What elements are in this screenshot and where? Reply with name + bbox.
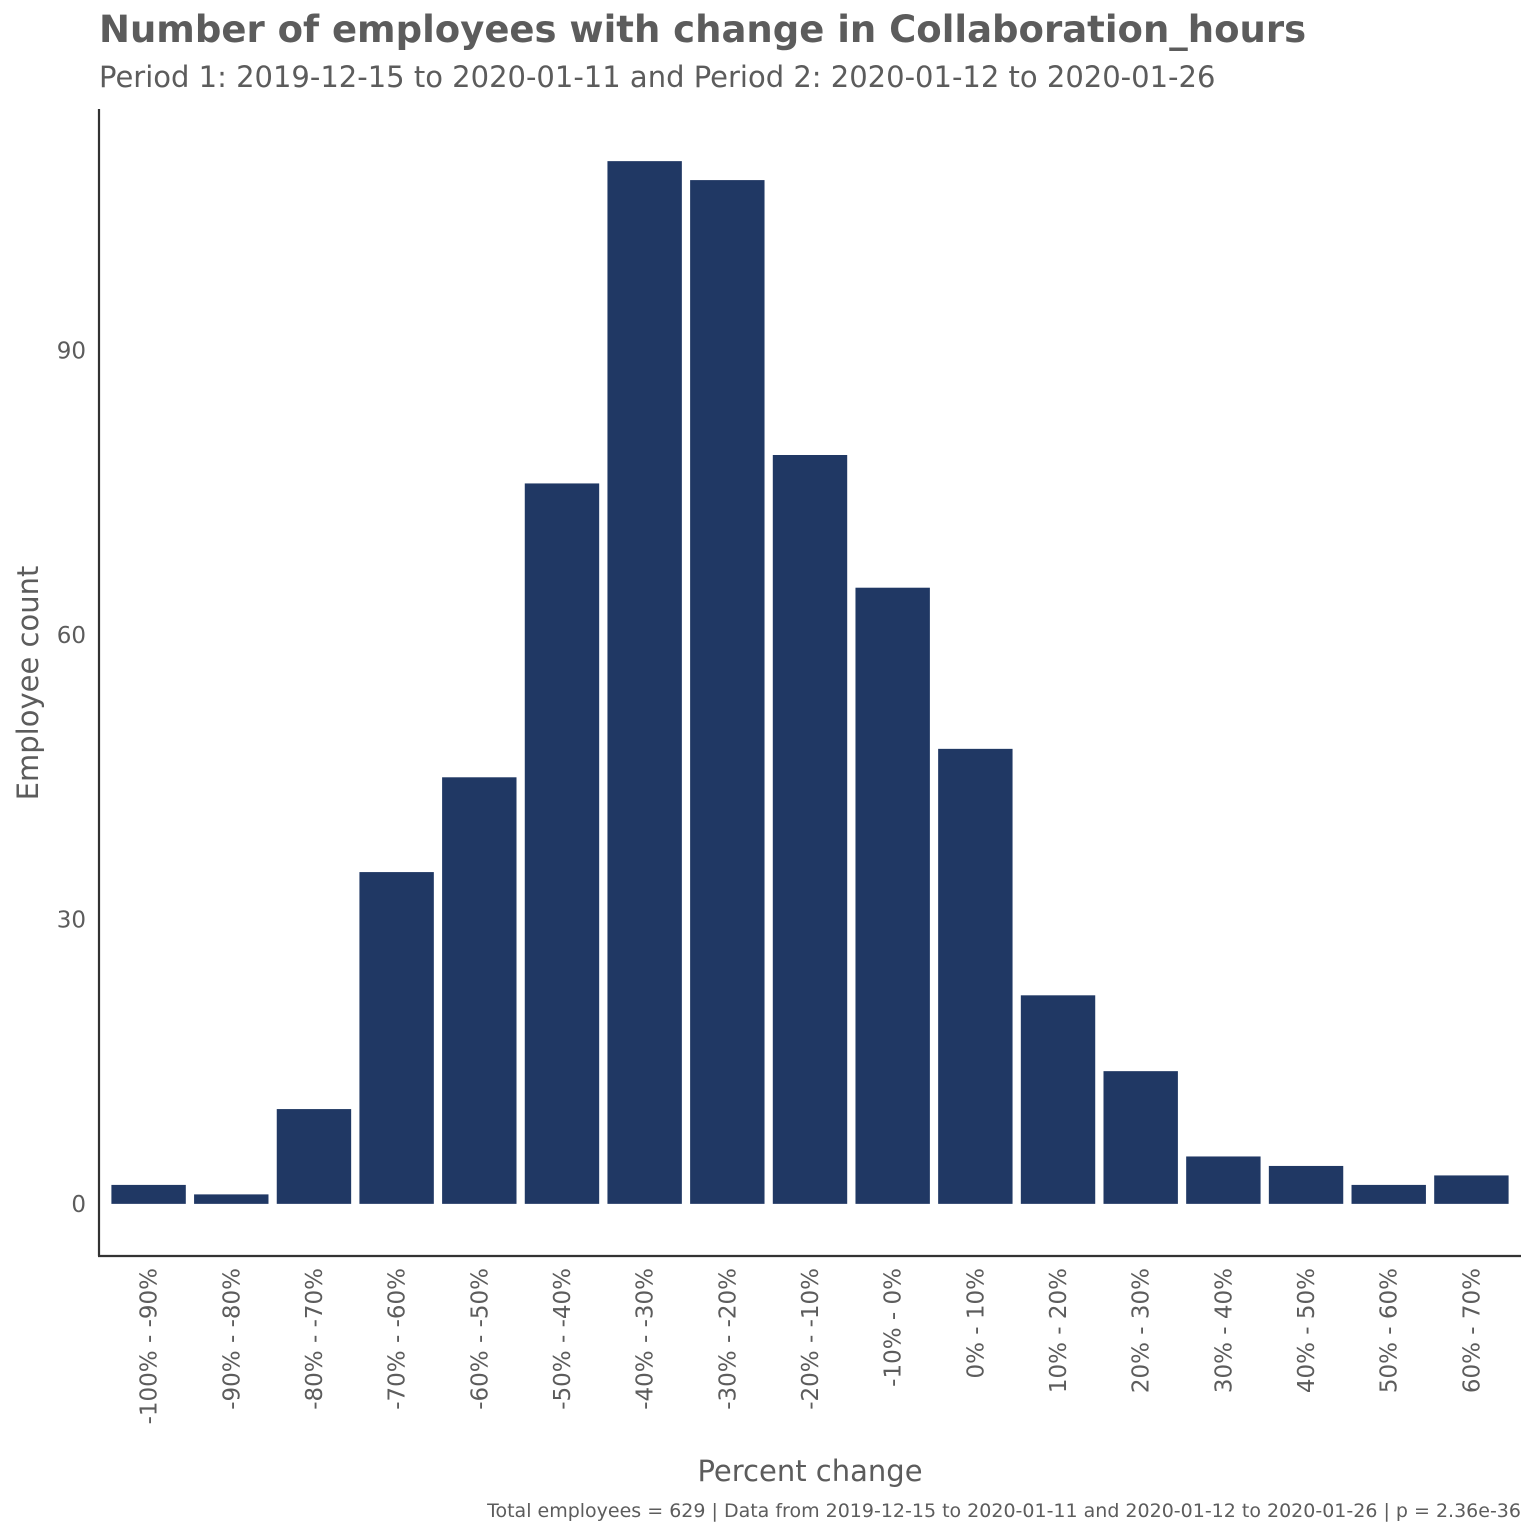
bar (359, 872, 434, 1204)
bar (607, 161, 682, 1204)
bar (194, 1194, 269, 1204)
chart-title: Number of employees with change in Colla… (99, 8, 1306, 51)
x-tick-label: 40% - 50% (1294, 1268, 1320, 1393)
x-tick-label: -90% - -80% (219, 1268, 245, 1410)
bar (1434, 1175, 1509, 1204)
chart-subtitle: Period 1: 2019-12-15 to 2020-01-11 and P… (99, 60, 1215, 94)
x-tick-label: -60% - -50% (467, 1268, 493, 1410)
y-tick-label: 30 (57, 907, 86, 933)
bar (772, 454, 848, 1204)
x-tick-label: -100% - -90% (137, 1268, 163, 1424)
bar (1103, 1071, 1178, 1204)
bar (442, 777, 517, 1204)
y-tick-label: 90 (57, 339, 86, 365)
y-tick-label: 0 (71, 1192, 86, 1218)
x-tick-label: 30% - 40% (1211, 1268, 1237, 1393)
x-tick-label: 60% - 70% (1459, 1268, 1485, 1393)
x-tick-label: -30% - -20% (715, 1268, 741, 1410)
bar (1186, 1156, 1261, 1204)
bar (1351, 1184, 1426, 1204)
bar (938, 748, 1013, 1204)
bar (1020, 995, 1096, 1204)
y-tick-label: 60 (57, 623, 86, 649)
y-axis-title: Employee count (11, 566, 45, 801)
x-tick-label: 0% - 10% (963, 1268, 989, 1379)
x-tick-label: -40% - -30% (633, 1268, 659, 1410)
x-tick-label: -20% - -10% (798, 1268, 824, 1410)
x-tick-label: -10% - 0% (881, 1268, 907, 1387)
bar (276, 1109, 352, 1204)
bar (1268, 1165, 1344, 1204)
x-axis-title: Percent change (697, 1454, 922, 1488)
y-axis-ticks: 0 30 60 90 (57, 339, 86, 1218)
x-tick-label: 20% - 30% (1129, 1268, 1155, 1393)
x-axis-ticks: -100% - -90% -90% - -80% -80% - -70% -70% -… (137, 1268, 1486, 1424)
chart-caption: Total employees = 629 | Data from 2019-1… (486, 1500, 1521, 1522)
bar (111, 1184, 186, 1204)
bar (690, 180, 765, 1204)
bars-group (111, 161, 1509, 1204)
bar (524, 483, 600, 1204)
x-tick-label: -80% - -70% (302, 1268, 328, 1410)
x-tick-label: -50% - -40% (550, 1268, 576, 1410)
x-tick-label: 50% - 60% (1377, 1268, 1403, 1393)
x-tick-label: 10% - 20% (1046, 1268, 1072, 1393)
x-tick-label: -70% - -60% (385, 1268, 411, 1410)
bar (855, 587, 930, 1204)
